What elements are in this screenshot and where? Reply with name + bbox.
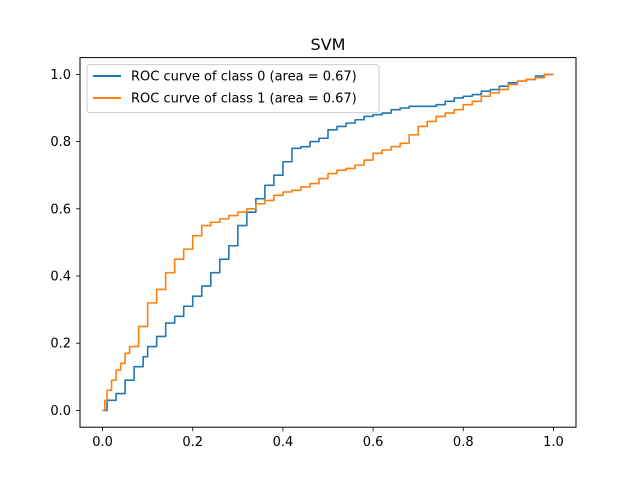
legend: ROC curve of class 0 (area = 0.67) ROC c… xyxy=(86,64,380,114)
y-tick-label: 0.8 xyxy=(50,135,71,150)
x-axis-ticks: 0.0 0.2 0.4 0.6 0.8 1.0 xyxy=(92,427,564,450)
axes-frame xyxy=(79,57,577,428)
roc-curve-class-0 xyxy=(102,73,554,412)
y-tick-label: 0.0 xyxy=(50,404,71,419)
chart-title: SVM xyxy=(311,35,346,54)
x-tick-label: 1.0 xyxy=(543,435,564,450)
legend-label-class-1: ROC curve of class 1 (area = 0.67) xyxy=(131,92,357,107)
y-tick-label: 1.0 xyxy=(50,68,71,83)
x-tick-label: 0.2 xyxy=(182,435,203,450)
y-tick-label: 0.6 xyxy=(50,202,71,217)
x-tick-label: 0.6 xyxy=(363,435,384,450)
legend-box xyxy=(86,64,380,114)
x-tick-label: 0.0 xyxy=(92,435,113,450)
y-tick-label: 0.4 xyxy=(50,270,71,285)
x-tick-label: 0.4 xyxy=(273,435,294,450)
y-tick-label: 0.2 xyxy=(50,337,71,352)
roc-curve-class-1 xyxy=(102,73,554,412)
x-tick-label: 0.8 xyxy=(453,435,474,450)
legend-label-class-0: ROC curve of class 0 (area = 0.67) xyxy=(131,70,357,85)
y-axis-ticks: 0.0 0.2 0.4 0.6 0.8 1.0 xyxy=(50,68,80,419)
series-layer xyxy=(102,73,554,412)
